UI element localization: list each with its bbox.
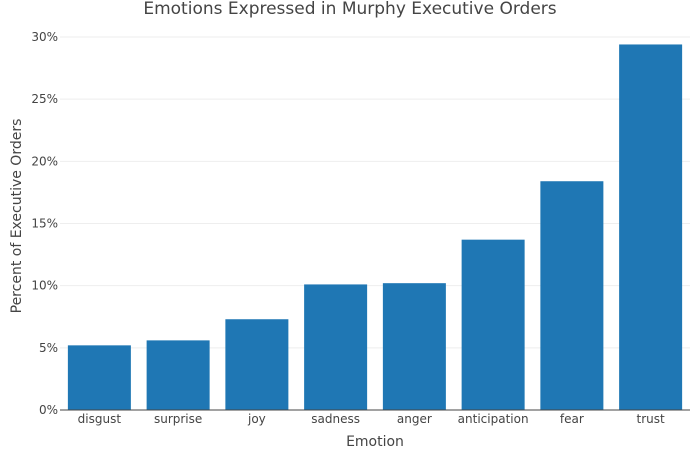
y-tick-label: 0% (39, 403, 58, 417)
bar-surprise (146, 340, 210, 410)
x-tick-label: anticipation (458, 412, 529, 426)
y-tick-label: 25% (31, 92, 58, 106)
y-axis-ticks: 0% 5% 10% 15% 20% 25% 30% (31, 30, 58, 417)
x-tick-label: joy (247, 412, 266, 426)
x-axis-ticks: disgust surprise joy sadness anger anticipati… (78, 412, 665, 426)
x-tick-label: sadness (311, 412, 360, 426)
y-axis-title: Percent of Executive Orders (9, 119, 25, 314)
bar-fear (540, 181, 604, 410)
bar-anger (382, 283, 446, 410)
y-tick-label: 10% (31, 279, 58, 293)
bars (67, 44, 683, 411)
chart-title: Emotions Expressed in Murphy Executive O… (143, 0, 556, 19)
y-tick-label: 20% (31, 154, 58, 168)
bar-sadness (304, 284, 368, 410)
x-axis-title: Emotion (346, 434, 404, 450)
y-tick-label: 30% (31, 30, 58, 44)
bar-trust (619, 44, 683, 411)
y-tick-label: 5% (39, 341, 58, 355)
x-tick-label: disgust (78, 412, 122, 426)
x-tick-label: anger (397, 412, 432, 426)
x-tick-label: trust (637, 412, 665, 426)
x-tick-label: surprise (154, 412, 202, 426)
y-tick-label: 15% (31, 217, 58, 231)
bar-anticipation (461, 239, 525, 410)
x-tick-label: fear (560, 412, 584, 426)
bar-joy (225, 319, 289, 410)
bar-disgust (67, 345, 131, 410)
